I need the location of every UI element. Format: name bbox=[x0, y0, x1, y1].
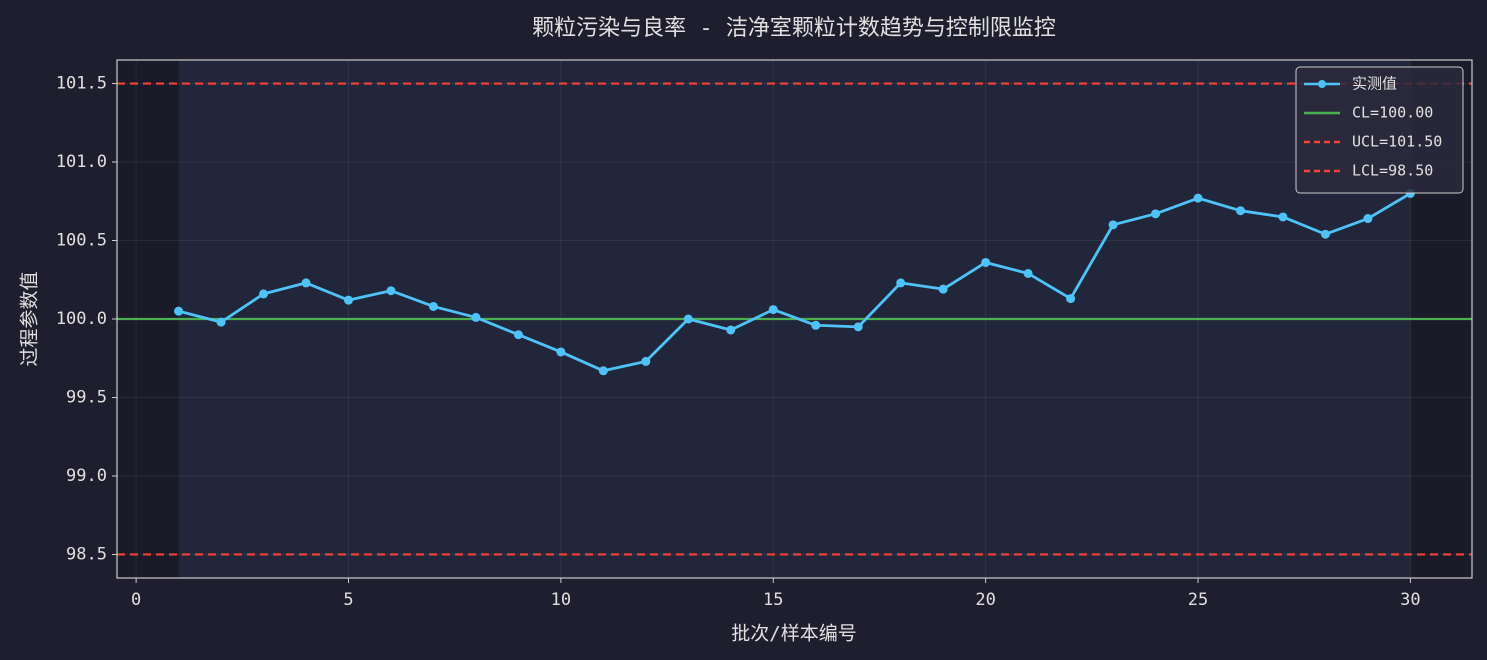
data-point bbox=[259, 289, 269, 299]
legend-label: 实测值 bbox=[1352, 75, 1397, 93]
data-point bbox=[1236, 206, 1246, 216]
data-point bbox=[1363, 214, 1373, 224]
data-point bbox=[428, 301, 438, 311]
data-point bbox=[1066, 294, 1076, 304]
x-tick-label: 10 bbox=[551, 590, 571, 610]
chart-title: 颗粒污染与良率 - 洁净室颗粒计数趋势与控制限监控 bbox=[532, 16, 1056, 41]
y-tick-label: 100.0 bbox=[56, 309, 107, 329]
legend-label: LCL=98.50 bbox=[1352, 162, 1433, 180]
y-tick-label: 101.0 bbox=[56, 152, 107, 172]
legend-label: UCL=101.50 bbox=[1352, 133, 1442, 151]
x-axis-label: 批次/样本编号 bbox=[731, 623, 856, 645]
y-tick-label: 98.5 bbox=[66, 544, 107, 564]
y-tick-label: 101.5 bbox=[56, 74, 107, 94]
data-point bbox=[768, 305, 778, 315]
data-point bbox=[641, 356, 651, 366]
y-tick-label: 99.5 bbox=[66, 387, 107, 407]
x-tick-label: 30 bbox=[1400, 590, 1420, 610]
data-point bbox=[683, 314, 693, 324]
data-point bbox=[556, 347, 566, 357]
legend-marker bbox=[1318, 80, 1326, 88]
x-tick-label: 5 bbox=[343, 590, 353, 610]
series-line bbox=[178, 192, 1412, 373]
legend-box bbox=[1295, 66, 1464, 194]
data-point bbox=[853, 322, 863, 332]
data-point bbox=[896, 278, 906, 288]
data-point bbox=[1278, 212, 1288, 222]
y-tick-label: 100.5 bbox=[56, 231, 107, 251]
data-point bbox=[938, 284, 948, 294]
data-point bbox=[598, 366, 608, 376]
data-point bbox=[1108, 220, 1118, 230]
data-point bbox=[1151, 209, 1161, 219]
y-tick-label: 99.0 bbox=[66, 466, 107, 486]
data-point bbox=[386, 286, 396, 296]
data-point bbox=[174, 306, 184, 316]
data-point bbox=[513, 330, 523, 340]
data-point bbox=[811, 320, 821, 330]
x-tick-label: 0 bbox=[131, 590, 141, 610]
data-point bbox=[343, 295, 353, 305]
data-point bbox=[301, 278, 311, 288]
data-point bbox=[471, 312, 481, 322]
legend-label: CL=100.00 bbox=[1352, 104, 1433, 122]
axes-frame bbox=[116, 59, 1473, 579]
y-axis-label: 过程参数值 bbox=[19, 271, 41, 366]
data-point bbox=[1320, 229, 1330, 239]
data-point bbox=[1023, 268, 1033, 278]
x-tick-label: 25 bbox=[1188, 590, 1208, 610]
data-point bbox=[726, 325, 736, 335]
data-point bbox=[216, 317, 226, 327]
data-point bbox=[981, 257, 991, 267]
x-tick-label: 20 bbox=[975, 590, 995, 610]
x-tick-label: 15 bbox=[763, 590, 783, 610]
data-point bbox=[1193, 193, 1203, 203]
